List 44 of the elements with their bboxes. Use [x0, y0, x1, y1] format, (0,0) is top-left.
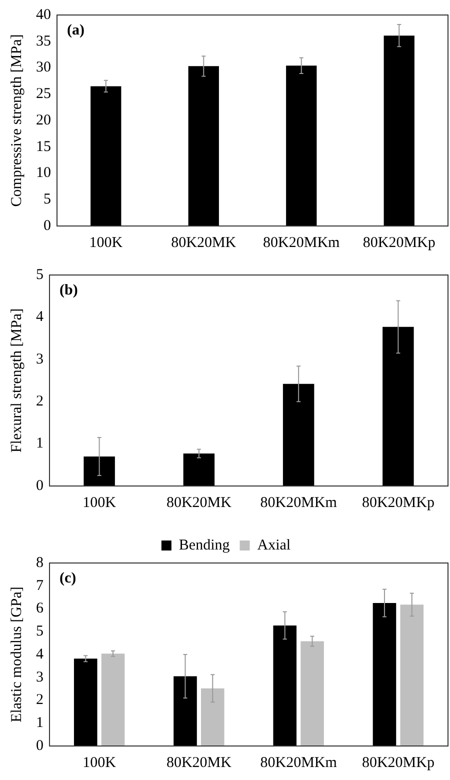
y-tick-label: 25	[36, 86, 51, 102]
annotation: (c)	[60, 570, 76, 586]
y-tick-label: 4	[36, 646, 44, 662]
x-tick-label: 80K20MKp	[362, 234, 436, 251]
y-tick-label: 4	[36, 309, 44, 326]
y-tick-label: 0	[44, 218, 51, 234]
y-tick-label: 5	[44, 192, 51, 208]
y-axis-title: Elastic modulus [GPa]	[8, 586, 25, 722]
annotation: (a)	[67, 22, 84, 38]
y-tick-label: 20	[36, 112, 51, 128]
y-tick-label: 30	[36, 60, 51, 76]
y-tick-label: 7	[36, 578, 44, 594]
y-axis-title: Compressive strength [MPa]	[8, 34, 25, 207]
x-tick-label: 80K20MKp	[362, 754, 434, 771]
x-tick-label: 80K20MKp	[362, 494, 434, 511]
y-tick-label: 5	[36, 266, 44, 283]
x-tick-label: 80K20MKm	[260, 754, 338, 771]
y-tick-label: 35	[36, 33, 51, 50]
x-tick-label: 80K20MKm	[263, 234, 340, 251]
x-tick-label: 80K20MK	[166, 494, 232, 511]
x-tick-label: 80K20MK	[171, 234, 236, 251]
x-tick-label: 80K20MK	[166, 754, 232, 771]
y-tick-label: 2	[36, 692, 44, 708]
y-tick-label: 15	[36, 138, 51, 155]
annotation: (b)	[60, 282, 78, 298]
y-tick-label: 1	[36, 436, 44, 452]
x-tick-label: 100K	[89, 234, 123, 251]
y-tick-label: 3	[36, 669, 44, 686]
y-tick-label: 1	[36, 715, 44, 732]
y-axis-title: Flexural strength [MPa]	[8, 308, 25, 453]
y-tick-label: 0	[36, 738, 44, 754]
x-tick-label: 100K	[82, 754, 116, 771]
y-tick-label: 40	[36, 6, 51, 23]
y-tick-label: 0	[36, 478, 44, 494]
x-tick-label: 100K	[82, 494, 116, 511]
y-tick-label: 6	[36, 600, 44, 617]
x-tick-label: 80K20MKm	[260, 494, 338, 511]
legend-label: Bending	[178, 537, 230, 554]
legend-label: Axial	[257, 537, 291, 554]
y-tick-label: 3	[36, 351, 44, 368]
y-tick-label: 8	[36, 554, 44, 571]
y-tick-label: 10	[36, 165, 51, 182]
y-tick-label: 2	[36, 394, 44, 410]
y-tick-label: 5	[36, 624, 44, 640]
